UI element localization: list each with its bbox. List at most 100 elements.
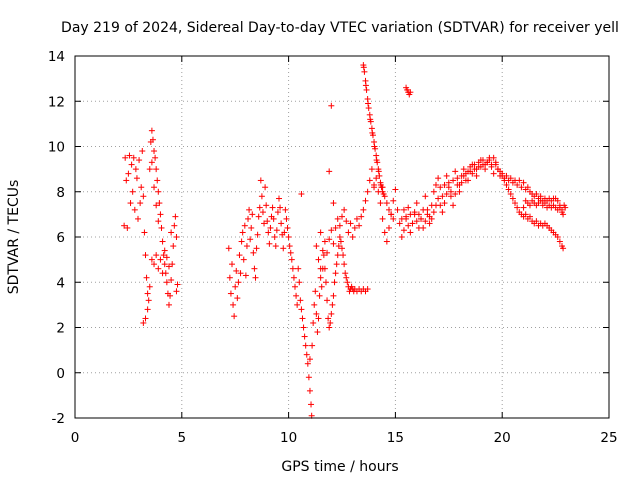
data-point bbox=[400, 227, 407, 234]
data-point bbox=[231, 313, 238, 320]
data-point bbox=[365, 100, 372, 107]
data-point bbox=[473, 172, 480, 179]
data-point bbox=[288, 256, 295, 263]
data-point bbox=[233, 267, 240, 274]
data-point bbox=[499, 172, 506, 179]
data-point bbox=[145, 297, 152, 304]
data-point bbox=[385, 206, 392, 213]
data-point bbox=[326, 324, 333, 331]
data-point bbox=[405, 222, 412, 229]
data-point bbox=[155, 218, 162, 225]
data-point bbox=[271, 234, 278, 240]
data-point bbox=[471, 161, 478, 168]
data-point bbox=[324, 249, 331, 256]
data-point bbox=[306, 387, 313, 394]
data-point bbox=[148, 127, 155, 134]
data-point bbox=[172, 213, 179, 220]
y-tick-label: 8 bbox=[56, 185, 65, 201]
data-point bbox=[299, 315, 306, 322]
data-point bbox=[336, 234, 343, 240]
data-point bbox=[167, 292, 174, 299]
data-point bbox=[282, 206, 289, 213]
data-point bbox=[165, 301, 172, 308]
data-point bbox=[226, 274, 233, 281]
data-point bbox=[157, 256, 164, 263]
data-point bbox=[424, 211, 431, 218]
data-point bbox=[524, 184, 531, 191]
data-point bbox=[458, 179, 465, 186]
data-point bbox=[161, 247, 168, 254]
data-point bbox=[128, 161, 135, 168]
data-point bbox=[364, 286, 371, 293]
data-point bbox=[516, 177, 523, 184]
data-point bbox=[377, 200, 384, 207]
data-point bbox=[313, 310, 320, 317]
data-point bbox=[168, 229, 175, 236]
data-point bbox=[250, 249, 257, 256]
data-point bbox=[460, 166, 467, 173]
data-point bbox=[132, 166, 139, 173]
data-point bbox=[328, 310, 335, 317]
data-point bbox=[331, 279, 338, 286]
x-tick-label: 10 bbox=[280, 430, 297, 446]
data-point bbox=[341, 206, 348, 213]
data-point bbox=[317, 229, 324, 236]
data-point bbox=[155, 188, 162, 195]
data-point bbox=[469, 170, 476, 177]
data-point bbox=[287, 249, 294, 256]
data-point bbox=[318, 283, 325, 290]
data-point bbox=[314, 329, 321, 336]
data-point bbox=[351, 224, 358, 231]
data-point bbox=[376, 172, 383, 179]
data-point bbox=[361, 68, 368, 75]
data-point bbox=[304, 360, 311, 367]
data-point bbox=[432, 181, 439, 188]
data-point bbox=[503, 181, 510, 188]
data-point bbox=[336, 222, 343, 229]
x-tick-label: 25 bbox=[600, 430, 617, 446]
data-point bbox=[322, 279, 329, 286]
data-point bbox=[274, 209, 281, 216]
data-point bbox=[445, 184, 452, 191]
data-point bbox=[379, 215, 386, 222]
data-point bbox=[450, 202, 457, 209]
data-point bbox=[475, 159, 482, 166]
data-point bbox=[368, 166, 375, 173]
data-point bbox=[559, 209, 566, 216]
data-point bbox=[439, 193, 446, 200]
data-point bbox=[254, 231, 261, 238]
data-point bbox=[366, 177, 373, 184]
data-point bbox=[454, 181, 461, 188]
data-point bbox=[398, 215, 405, 222]
data-point bbox=[243, 243, 250, 250]
data-point bbox=[173, 234, 180, 240]
x-tick-label: 20 bbox=[494, 430, 511, 446]
data-point bbox=[522, 211, 529, 218]
data-point bbox=[394, 206, 401, 213]
data-point bbox=[462, 177, 469, 184]
data-point bbox=[309, 342, 316, 349]
data-point bbox=[160, 252, 167, 259]
data-point bbox=[151, 148, 158, 155]
data-point bbox=[507, 191, 514, 198]
data-point bbox=[328, 227, 335, 234]
data-point bbox=[144, 306, 151, 313]
data-point bbox=[317, 274, 324, 281]
data-point bbox=[541, 200, 548, 207]
data-point bbox=[447, 193, 454, 200]
data-point bbox=[533, 191, 540, 198]
data-point bbox=[174, 281, 181, 288]
data-point bbox=[418, 215, 425, 222]
data-point bbox=[497, 168, 504, 175]
data-point bbox=[465, 168, 472, 175]
data-point bbox=[227, 290, 234, 297]
data-point bbox=[249, 211, 256, 218]
data-point bbox=[467, 163, 474, 170]
data-point bbox=[149, 136, 156, 143]
data-point bbox=[364, 188, 371, 195]
data-point bbox=[490, 154, 497, 161]
data-point bbox=[295, 265, 302, 272]
data-point bbox=[383, 238, 390, 245]
data-point bbox=[398, 234, 405, 240]
y-tick-label: 6 bbox=[56, 230, 65, 246]
